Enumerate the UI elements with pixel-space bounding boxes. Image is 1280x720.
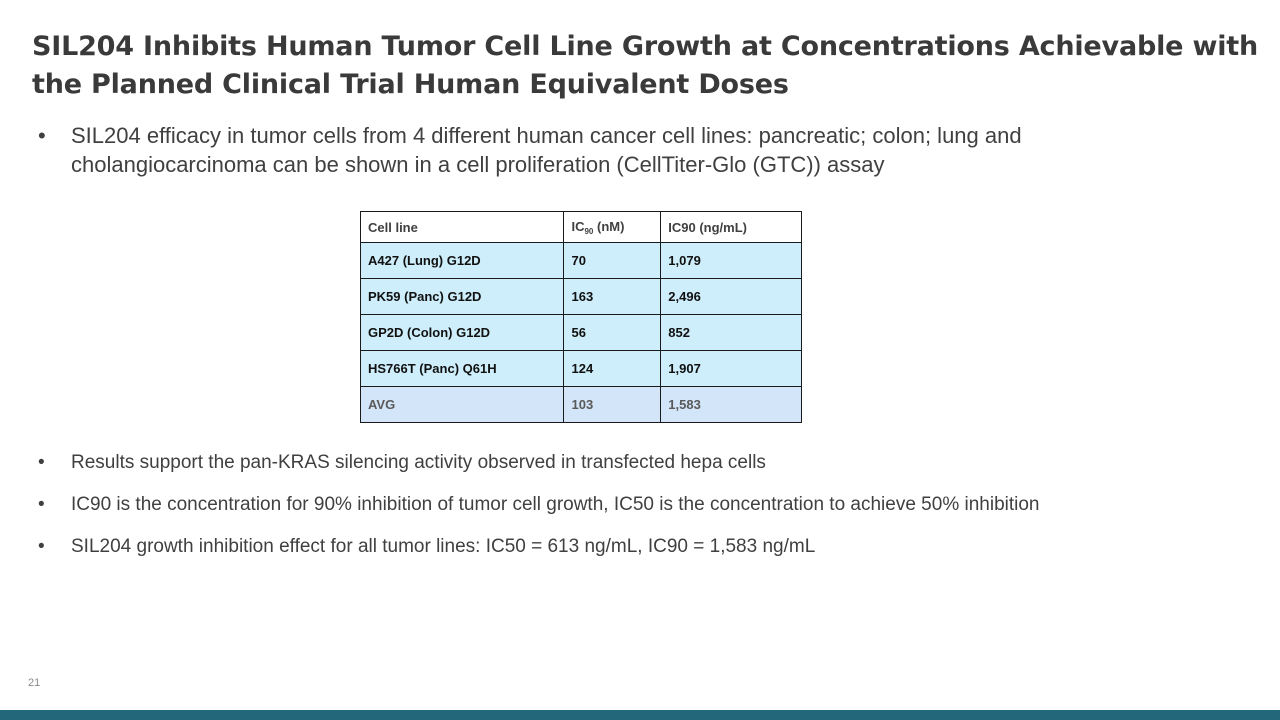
- cell-line-value: A427 (Lung) G12D: [359, 242, 565, 279]
- table-header-row: Cell line IC90 (nM) IC90 (ng/mL): [359, 211, 802, 243]
- footer-accent-bar: [0, 710, 1280, 720]
- results-bullet-text: IC90 is the concentration for 90% inhibi…: [71, 494, 1040, 515]
- header-ic90-nm-suffix: (nM): [593, 218, 625, 234]
- cell-line-value: AVG: [359, 386, 565, 423]
- ic90-ngml-value: 1,079: [660, 242, 802, 279]
- ic90-nm-value: 163: [563, 278, 662, 315]
- ic90-results-table: Cell line IC90 (nM) IC90 (ng/mL) A427 (L…: [359, 211, 802, 423]
- cell-line-value: HS766T (Panc) Q61H: [359, 350, 565, 387]
- ic90-nm-value: 103: [563, 386, 662, 423]
- table-row-hs766t: HS766T (Panc) Q61H 124 1,907: [359, 350, 802, 387]
- page-number: 21: [28, 677, 41, 689]
- ic90-ngml-value: 1,907: [660, 350, 802, 387]
- header-cell-line: Cell line: [359, 211, 565, 243]
- cell-line-value: PK59 (Panc) G12D: [359, 278, 565, 315]
- bullet-marker: •: [38, 536, 45, 557]
- bullet-marker: •: [38, 123, 46, 148]
- ic90-nm-value: 70: [563, 242, 662, 279]
- results-bullet-list: • Results support the pan-KRAS silencing…: [32, 450, 1232, 576]
- results-bullet: • SIL204 growth inhibition effect for al…: [32, 534, 1232, 560]
- ic90-nm-value: 124: [563, 350, 662, 387]
- intro-bullet-list: • SIL204 efficacy in tumor cells from 4 …: [32, 121, 1132, 179]
- ic90-ngml-value: 852: [660, 314, 802, 351]
- ic90-ngml-value: 1,583: [660, 386, 802, 423]
- results-bullet: • Results support the pan-KRAS silencing…: [32, 450, 1232, 476]
- table-row-average: AVG 103 1,583: [359, 386, 802, 423]
- bullet-marker: •: [38, 494, 45, 515]
- ic90-ngml-value: 2,496: [660, 278, 802, 315]
- table-row-pk59: PK59 (Panc) G12D 163 2,496: [359, 278, 802, 315]
- slide-title: SIL204 Inhibits Human Tumor Cell Line Gr…: [32, 31, 1258, 100]
- ic90-nm-value: 56: [563, 314, 662, 351]
- intro-bullet: • SIL204 efficacy in tumor cells from 4 …: [32, 121, 1132, 179]
- table-row-a427: A427 (Lung) G12D 70 1,079: [359, 242, 802, 279]
- cell-line-value: GP2D (Colon) G12D: [359, 314, 565, 351]
- results-bullet-text: Results support the pan-KRAS silencing a…: [71, 452, 766, 473]
- header-ic90-ngml: IC90 (ng/mL): [660, 211, 802, 243]
- results-bullet: • IC90 is the concentration for 90% inhi…: [32, 492, 1232, 518]
- intro-bullet-text: SIL204 efficacy in tumor cells from 4 di…: [71, 123, 1022, 177]
- bullet-marker: •: [38, 452, 45, 473]
- results-bullet-text: SIL204 growth inhibition effect for all …: [71, 536, 816, 557]
- header-ic90-nm: IC90 (nM): [563, 211, 662, 243]
- header-ic90-nm-subscript: 90: [584, 226, 594, 236]
- table-row-gp2d: GP2D (Colon) G12D 56 852: [359, 314, 802, 351]
- header-ic90-nm-prefix: IC: [571, 218, 585, 234]
